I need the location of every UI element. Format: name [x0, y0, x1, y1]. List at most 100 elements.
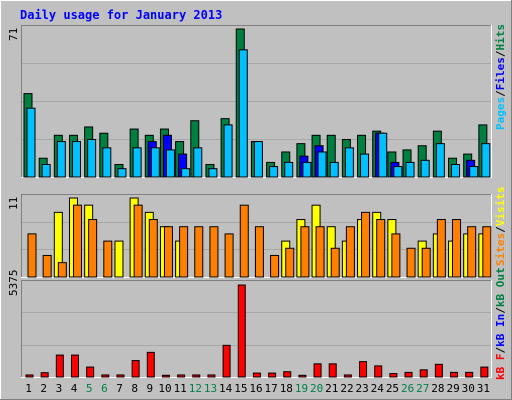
bar-kbf: [222, 344, 231, 378]
svg-text:kB F/kB In/kB Out: kB F/kB In/kB Out: [494, 267, 507, 380]
legend-pages: Pages: [494, 97, 507, 130]
bar-sites: [345, 226, 355, 278]
bar-files: [451, 163, 461, 178]
bar-kbf: [237, 284, 246, 378]
bar-files: [26, 107, 36, 178]
bar-sites: [27, 233, 37, 278]
bar-sites: [57, 262, 67, 278]
x-tick-label: 23: [356, 382, 369, 395]
x-tick-label: 14: [219, 382, 233, 395]
bar-sites: [285, 247, 295, 278]
bar-kbf: [374, 365, 383, 378]
bar-files: [435, 143, 445, 178]
bar-kbf: [40, 372, 49, 378]
bar-sites: [467, 226, 477, 278]
bar-kbf: [116, 374, 125, 378]
panels: [21, 25, 492, 378]
bar-sites: [300, 226, 310, 278]
ymax-label-top: 71: [7, 28, 20, 41]
bar-kbf: [268, 372, 277, 378]
x-tick-label: 26: [401, 382, 414, 395]
bar-files: [405, 161, 415, 178]
bar-sites: [421, 247, 431, 278]
bar-sites: [254, 226, 264, 278]
x-tick-label: 22: [340, 382, 353, 395]
bar-files: [302, 161, 312, 178]
bar-sites: [224, 233, 234, 278]
bar-files: [102, 147, 112, 178]
ymax-label-bottom: 5375: [7, 270, 20, 297]
bar-sites: [482, 226, 492, 278]
legend-middle: Sites/Visits: [494, 187, 507, 267]
bar-sites: [194, 226, 204, 278]
bar-kbf: [177, 374, 186, 378]
x-axis-labels: 1 2 3 4 5 6 7 8 9 10 11 12 13 14 15 16 17 18 19 20 21 22 23 24 2…: [25, 382, 490, 395]
bar-kbf: [192, 374, 201, 378]
bar-kbf: [70, 354, 79, 378]
bar-sites: [452, 219, 462, 278]
bar-kbf: [359, 361, 368, 378]
bar-files: [238, 49, 248, 178]
x-tick-label: 28: [431, 382, 444, 395]
legend-bottom: kB F/kB In/kB Out: [494, 267, 507, 380]
bar-kbf: [207, 374, 216, 378]
x-tick-label: 31: [477, 382, 490, 395]
x-tick-label: 30: [462, 382, 475, 395]
ymax-label-middle: 11: [7, 197, 20, 210]
bar-sites: [209, 226, 219, 278]
bar-files: [117, 168, 127, 178]
bar-files: [269, 166, 279, 178]
y-max-label: 11: [7, 197, 20, 210]
bar-kbf: [25, 374, 34, 378]
bar-sites: [148, 219, 158, 278]
x-tick-label: 19: [295, 382, 308, 395]
bar-sites: [406, 247, 416, 278]
bar-files: [56, 141, 66, 178]
legend-sep: /: [494, 347, 507, 354]
svg-text:Pages/Files/Hits: Pages/Files/Hits: [494, 24, 507, 130]
legend-sep: /: [494, 226, 507, 233]
bar-kbf: [161, 374, 170, 378]
panel-frame: [21, 280, 491, 377]
x-tick-label: 6: [101, 382, 108, 395]
bar-kbf: [55, 354, 64, 378]
bar-kbf: [343, 374, 352, 378]
bars: [23, 28, 492, 378]
bar-kbf: [465, 371, 474, 378]
bar-sites: [239, 204, 249, 278]
bar-sites: [391, 233, 401, 278]
bar-kbf: [252, 372, 261, 378]
x-tick-label: 4: [71, 382, 78, 395]
bar-kbf: [404, 371, 413, 378]
legend-files: Files: [494, 57, 507, 90]
bar-files: [132, 147, 142, 178]
bar-sites: [361, 211, 371, 278]
bar-sites: [103, 240, 113, 278]
legend-hits: Hits: [494, 24, 507, 51]
svg-text:Sites/Visits: Sites/Visits: [494, 187, 507, 267]
bar-files: [317, 151, 327, 178]
bar-files: [193, 147, 203, 178]
bar-kbf: [419, 369, 428, 378]
bar-kbf: [283, 371, 292, 378]
legend-sep: /: [494, 90, 507, 97]
x-tick-label: 13: [204, 382, 217, 395]
bar-files: [71, 141, 81, 178]
bar-kbf: [434, 363, 443, 378]
legend-visits: Visits: [494, 187, 507, 227]
x-tick-label: 12: [189, 382, 202, 395]
bar-kbf: [131, 360, 140, 378]
bar-sites: [88, 219, 98, 278]
bar-kbf: [328, 363, 337, 378]
bar-kbf: [313, 363, 322, 378]
x-tick-label: 29: [446, 382, 459, 395]
y-max-label: 71: [7, 28, 20, 41]
bar-sites: [436, 219, 446, 278]
x-tick-label: 1: [25, 382, 32, 395]
bar-files: [329, 161, 339, 178]
bar-kbf: [146, 351, 155, 378]
legend-top: Pages/Files/Hits: [494, 24, 507, 130]
bar-files: [284, 161, 294, 178]
x-tick-label: 7: [116, 382, 123, 395]
